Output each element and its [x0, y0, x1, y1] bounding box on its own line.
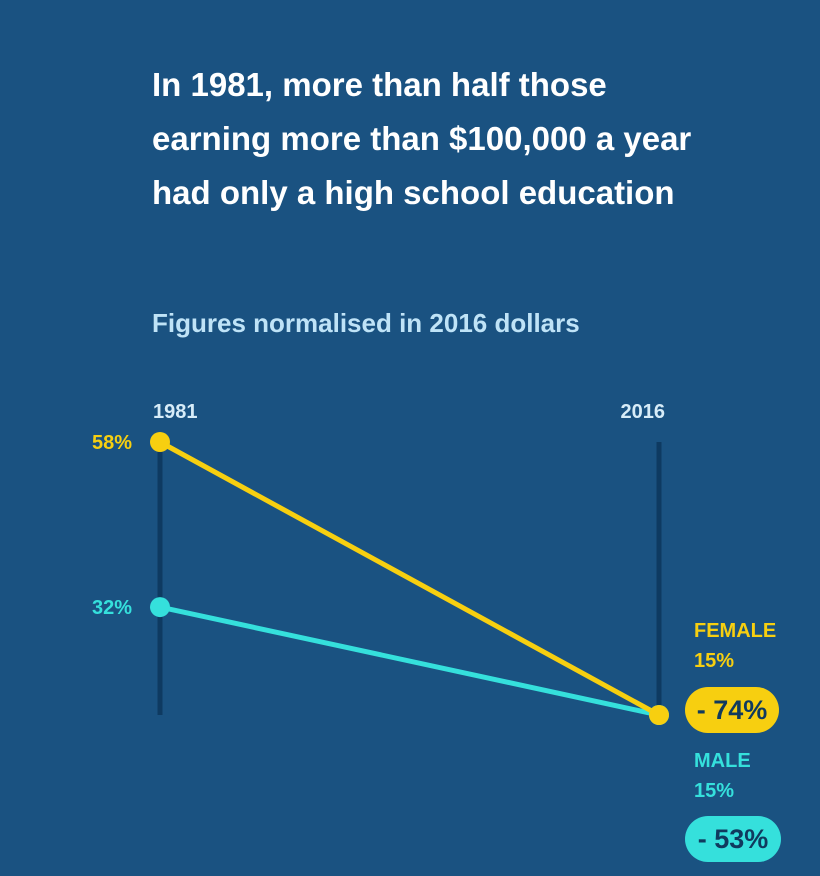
- chart-title: In 1981, more than half those earning mo…: [152, 66, 692, 211]
- male-change-badge: - 53%: [685, 816, 781, 862]
- male-series-line: [157, 604, 662, 718]
- male-end-value: 15%: [694, 780, 735, 802]
- female-end-value: 15%: [694, 650, 735, 672]
- female-series-line: [157, 439, 662, 718]
- male-legend-label: MALE: [694, 750, 751, 772]
- male-point-1981: [150, 597, 170, 618]
- male-start-value: 32%: [92, 597, 132, 619]
- year-label-1981: 1981: [153, 401, 198, 423]
- female-legend-label: FEMALE: [694, 620, 777, 642]
- female-start-value: 58%: [92, 432, 132, 454]
- year-label-2016: 2016: [621, 401, 666, 423]
- female-point-1981: [150, 432, 170, 452]
- female-change-badge: - 74%: [685, 687, 779, 733]
- chart-subtitle: Figures normalised in 2016 dollars: [152, 308, 580, 338]
- female-point-2016: [649, 705, 669, 725]
